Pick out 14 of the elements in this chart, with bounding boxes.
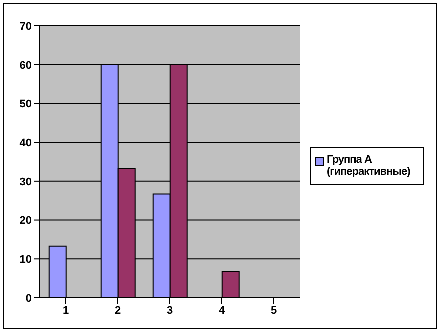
- y-tick-label: 20: [20, 215, 32, 228]
- x-tick-label: 4: [218, 304, 226, 317]
- y-tick-label: 70: [20, 20, 32, 33]
- y-tick-label: 0: [26, 292, 32, 305]
- y-tick-label: 10: [20, 254, 32, 266]
- x-tick-label: 3: [166, 304, 174, 317]
- y-tick-label: 50: [20, 98, 32, 111]
- legend-label: Группа А (гиперактивные): [327, 154, 412, 178]
- x-tick-label: 1: [62, 304, 70, 317]
- y-tick-label: 60: [20, 60, 32, 72]
- y-tick-label: 40: [20, 137, 32, 150]
- x-tick-label: 2: [114, 304, 122, 317]
- y-tick-label: 30: [20, 176, 32, 188]
- x-tick-label: 5: [270, 304, 278, 317]
